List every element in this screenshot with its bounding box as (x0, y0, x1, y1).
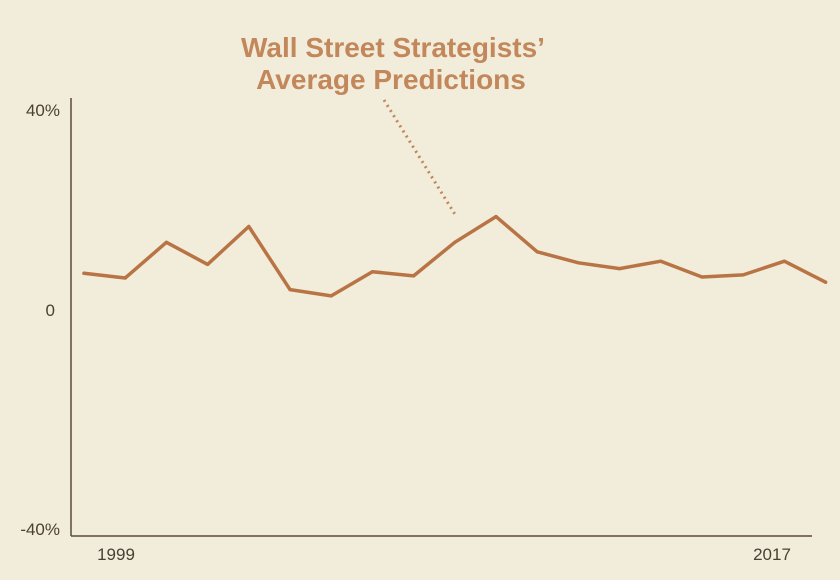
data-point (329, 294, 333, 298)
data-point (412, 274, 416, 278)
x-tick-end: 2017 (753, 545, 791, 564)
data-point (576, 261, 581, 265)
data-point (82, 271, 86, 275)
series-line-0 (82, 214, 828, 298)
series-layer (82, 214, 828, 298)
data-point (164, 240, 168, 244)
data-point (824, 280, 828, 284)
data-point (782, 259, 787, 263)
y-tick-bottom: -40% (20, 520, 60, 539)
y-tick-top: 40% (26, 101, 60, 120)
data-point (659, 259, 663, 263)
data-point (741, 273, 745, 277)
data-point (494, 215, 498, 219)
data-point (535, 250, 539, 254)
data-point (123, 276, 127, 280)
data-point (370, 270, 374, 274)
series-annotation-line-2: Average Predictions (256, 64, 526, 95)
data-point (288, 288, 292, 292)
data-point (247, 224, 251, 229)
data-point (206, 262, 210, 266)
data-point (700, 275, 704, 279)
series-annotation-line-1: Wall Street Strategists’ (241, 32, 545, 63)
data-point (453, 240, 457, 244)
annotation-leader (382, 99, 458, 217)
y-tick-zero: 0 (46, 301, 55, 320)
x-tick-start: 1999 (97, 545, 135, 564)
data-point (618, 267, 622, 271)
